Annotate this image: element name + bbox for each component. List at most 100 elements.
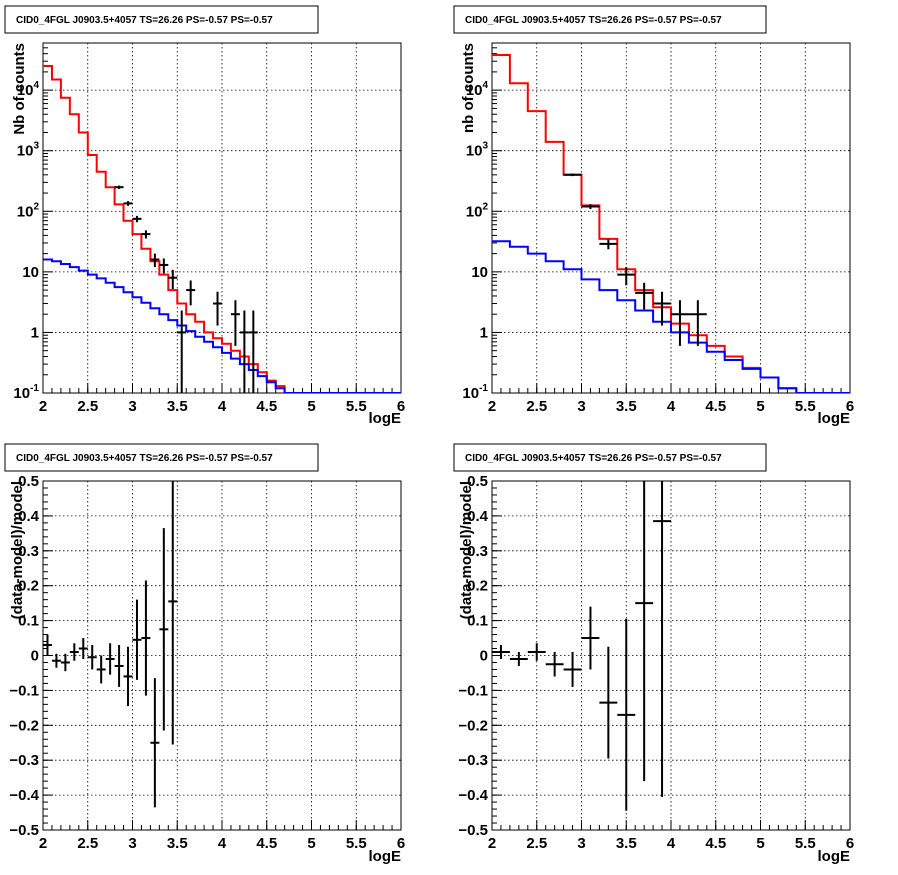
x-tick-label: 2.5 (77, 398, 98, 415)
x-tick-label: 2 (488, 835, 496, 852)
chart-panel-residuals-left: CID0_4FGL J0903.5+4057 TS=26.26 PS=-0.57… (4, 443, 405, 865)
x-axis-label: logE (369, 848, 402, 865)
y-tick-label: 0 (480, 648, 488, 665)
x-tick-label: 2 (39, 835, 47, 852)
x-tick-label: 5.5 (346, 835, 367, 852)
x-tick-label: 3 (577, 835, 585, 852)
x-tick-label: 5.5 (346, 398, 367, 415)
title-box (453, 443, 767, 472)
plot-frame (42, 480, 402, 831)
x-tick-label: 2.5 (77, 835, 98, 852)
x-tick-label: 5 (756, 835, 764, 852)
y-tick-label: 1 (31, 324, 39, 341)
x-tick-label: 4.5 (705, 398, 726, 415)
x-axis-label: logE (818, 848, 851, 865)
x-tick-label: 3.5 (616, 398, 637, 415)
y-tick-label: −0.5 (458, 822, 488, 839)
y-tick-label: 1 (480, 324, 488, 341)
model-step-line-1 (43, 258, 401, 393)
x-tick-label: 4 (218, 835, 227, 852)
y-tick-label: 10 (22, 264, 39, 281)
y-axis-label: (data-model)/model (9, 481, 26, 619)
y-tick-label: 0.2 (18, 578, 39, 595)
x-tick-label: 4 (667, 398, 676, 415)
y-tick-label: −0.3 (458, 752, 488, 769)
y-tick-label: 103 (17, 141, 40, 160)
x-tick-label: 6 (397, 398, 405, 415)
y-tick-label: −0.3 (9, 752, 39, 769)
x-tick-label: 3 (128, 835, 136, 852)
chart-panel-counts-left: CID0_4FGL J0903.5+4057 TS=26.26 PS=-0.57… (4, 5, 405, 427)
chart-panel-counts-right: CID0_4FGL J0903.5+4057 TS=26.26 PS=-0.57… (453, 5, 854, 427)
x-tick-label: 5 (307, 398, 315, 415)
x-tick-label: 6 (397, 835, 405, 852)
x-tick-label: 2 (488, 398, 496, 415)
y-tick-label: 0.4 (467, 508, 489, 525)
x-tick-label: 4.5 (256, 398, 277, 415)
x-tick-label: 3.5 (167, 835, 188, 852)
y-tick-label: 10 (471, 264, 488, 281)
title-box (4, 443, 319, 472)
plot-area (492, 481, 671, 811)
y-tick-label: −0.1 (458, 682, 488, 699)
chart-title: CID0_4FGL J0903.5+4057 TS=26.26 PS=-0.57… (16, 15, 273, 26)
y-tick-label: 0.2 (467, 578, 488, 595)
y-tick-label: 0.5 (18, 473, 39, 490)
plot-area (43, 65, 401, 393)
y-tick-label: 104 (466, 80, 489, 99)
chart-title: CID0_4FGL J0903.5+4057 TS=26.26 PS=-0.57… (16, 453, 273, 464)
y-tick-label: −0.2 (458, 717, 488, 734)
y-tick-label: 102 (466, 201, 489, 220)
y-tick-label: 0 (31, 648, 39, 665)
y-axis-label: nb of counts (460, 43, 477, 133)
x-axis-label: logE (818, 410, 851, 427)
y-tick-label: −0.5 (9, 822, 39, 839)
chart-panel-residuals-right: CID0_4FGL J0903.5+4057 TS=26.26 PS=-0.57… (453, 443, 854, 865)
x-tick-label: 2.5 (526, 835, 547, 852)
title-box (4, 5, 319, 34)
y-tick-label: 0.1 (18, 613, 39, 630)
x-tick-label: 5.5 (795, 835, 816, 852)
x-tick-label: 3.5 (616, 835, 637, 852)
x-tick-label: 2.5 (526, 398, 547, 415)
y-tick-label: −0.2 (9, 717, 39, 734)
x-tick-label: 3.5 (167, 398, 188, 415)
x-tick-label: 6 (846, 398, 854, 415)
x-tick-label: 6 (846, 835, 854, 852)
chart-title: CID0_4FGL J0903.5+4057 TS=26.26 PS=-0.57… (465, 453, 722, 464)
y-tick-label: 10-1 (13, 383, 39, 402)
plot-frame (42, 42, 402, 394)
y-tick-label: 0.3 (467, 543, 488, 560)
x-tick-label: 3 (128, 398, 136, 415)
plot-frame (491, 480, 851, 831)
y-tick-label: 0.5 (467, 473, 488, 490)
y-tick-label: 0.1 (467, 613, 488, 630)
chart-title: CID0_4FGL J0903.5+4057 TS=26.26 PS=-0.57… (465, 15, 722, 26)
x-axis-label: logE (369, 410, 402, 427)
plot-area (43, 481, 178, 808)
x-tick-label: 5.5 (795, 398, 816, 415)
x-tick-label: 2 (39, 398, 47, 415)
y-tick-label: −0.1 (9, 682, 39, 699)
x-tick-label: 5 (307, 835, 315, 852)
x-tick-label: 3 (577, 398, 585, 415)
x-tick-label: 4 (667, 835, 676, 852)
y-tick-label: −0.4 (9, 787, 39, 804)
title-box (453, 5, 767, 34)
x-tick-label: 4 (218, 398, 227, 415)
x-tick-label: 4.5 (256, 835, 277, 852)
y-tick-label: 0.4 (18, 508, 40, 525)
x-tick-label: 5 (756, 398, 764, 415)
y-tick-label: 10-1 (462, 383, 488, 402)
y-tick-label: 0.3 (18, 543, 39, 560)
y-axis-label: (data-model)/model (458, 481, 475, 619)
y-axis-label: Nb of counts (11, 43, 28, 135)
y-tick-label: 104 (17, 80, 40, 99)
plot-area (492, 54, 850, 393)
plot-frame (491, 42, 851, 394)
x-tick-label: 4.5 (705, 835, 726, 852)
model-step-line-0 (43, 65, 401, 393)
y-tick-label: −0.4 (458, 787, 488, 804)
y-tick-label: 103 (466, 141, 489, 160)
